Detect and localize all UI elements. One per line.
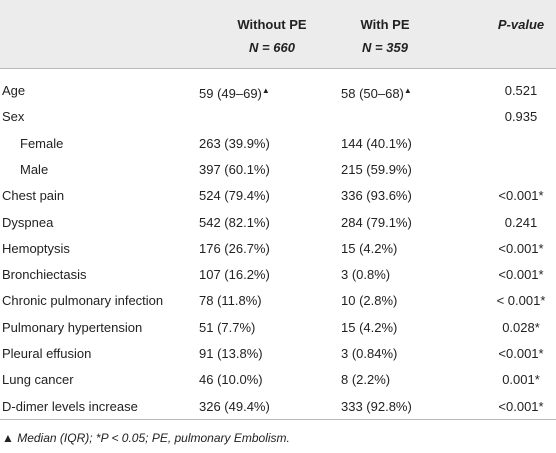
- cell-text: 58 (50–68)▲: [341, 78, 412, 107]
- cell-text: 0.028*: [502, 319, 540, 335]
- header-text: N = 660: [249, 40, 295, 55]
- table-bottom-rule: [0, 419, 556, 420]
- header-text: Without PE: [237, 17, 307, 32]
- table-row: Age 59 (49–69)▲ 58 (50–68)▲ 0.521: [0, 78, 556, 104]
- cell-text: 91 (13.8%): [199, 346, 263, 361]
- header-cell: P-value: [470, 13, 556, 36]
- cell-text: 144 (40.1%): [341, 135, 412, 151]
- header-cell: Without PE N = 660: [222, 13, 322, 59]
- cell-text: 3 (0.84%): [341, 346, 398, 361]
- header-text: N = 359: [362, 40, 408, 55]
- footnote: ▲ Median (IQR); *P < 0.05; PE, pulmonary…: [2, 431, 290, 445]
- header-text: With PE: [360, 17, 410, 32]
- table-row: Pleural effusion 91 (13.8%) 3 (0.84%) <0.00…: [0, 341, 556, 367]
- cell-text: <0.001*: [498, 346, 544, 361]
- cell-text: 8 (2.2%): [341, 372, 391, 388]
- cell-text: Age: [2, 83, 26, 98]
- cell-text: 542 (82.1%): [199, 214, 270, 230]
- cell-text: Pulmonary hypertension: [2, 319, 143, 335]
- table-row: D-dimer levels increase 326 (49.4%) 333 (9…: [0, 394, 556, 420]
- table-row: Pulmonary hypertension 51 (7.7%) 15 (4.2%)…: [0, 315, 556, 341]
- table-row: Sex 0.935: [0, 104, 556, 130]
- cell-text: 10 (2.8%): [341, 293, 398, 309]
- table-row: Chronic pulmonary infection 78 (11.8%) 10 …: [0, 288, 556, 314]
- cell-text: Sex: [2, 109, 25, 125]
- cell-text: 78 (11.8%): [199, 293, 262, 309]
- cell-marker: ▲: [403, 86, 412, 95]
- cell-text: Lung cancer: [2, 372, 74, 388]
- cell-text: < 0.001*: [496, 293, 546, 309]
- cell-text: 397 (60.1%): [199, 161, 270, 177]
- cell-text: Dyspnea: [2, 214, 54, 230]
- cell-text: Hemoptysis: [2, 240, 70, 256]
- cell-text: 15 (4.2%): [341, 240, 398, 256]
- cell-text: Chest pain: [2, 188, 65, 204]
- header-cell: With PE N = 359: [335, 13, 435, 59]
- cell-text: 326 (49.4%): [199, 398, 270, 414]
- cell-value: 58 (50–68): [341, 86, 404, 101]
- cell-text: Bronchiectasis: [2, 267, 87, 283]
- cell-text: 3 (0.8%): [341, 267, 391, 283]
- table-row: Dyspnea 542 (82.1%) 284 (79.1%) 0.241: [0, 210, 556, 236]
- cell-value: 59 (49–69): [199, 86, 262, 101]
- table-row: Bronchiectasis 107 (16.2%) 3 (0.8%) <0.001*: [0, 262, 556, 288]
- table-row: Male 397 (60.1%) 215 (59.9%): [0, 157, 556, 183]
- table-row: Lung cancer 46 (10.0%) 8 (2.2%) 0.001*: [0, 367, 556, 393]
- cell-text: 51 (7.7%): [199, 319, 256, 335]
- cell-text: <0.001*: [498, 240, 544, 256]
- cell-text: 107 (16.2%): [199, 267, 270, 283]
- cell-text: Female: [20, 135, 64, 151]
- cell-text: Male: [20, 161, 49, 177]
- cell-text: <0.001*: [498, 188, 544, 204]
- table-row: Female 263 (39.9%) 144 (40.1%): [0, 131, 556, 157]
- cell-text: 0.001*: [502, 372, 540, 388]
- cell-text: <0.001*: [498, 267, 544, 283]
- cell-text: 524 (79.4%): [199, 188, 270, 204]
- table-header: Without PE N = 660 With PE N = 359 P-value: [0, 0, 556, 69]
- table-row: Hemoptysis 176 (26.7%) 15 (4.2%) <0.001*: [0, 236, 556, 262]
- cell-text: 0.521: [504, 83, 538, 98]
- cell-text: 59 (49–69)▲: [199, 78, 270, 107]
- cell-text: 263 (39.9%): [199, 135, 270, 151]
- header-text: P-value: [497, 17, 545, 32]
- cell-text: 0.241: [504, 214, 538, 230]
- cell-text: 0.935: [504, 109, 538, 125]
- cell-text: 333 (92.8%): [341, 398, 412, 414]
- cell-text: Pleural effusion: [2, 346, 92, 361]
- cell-marker: ▲: [261, 86, 270, 95]
- table-row: Chest pain 524 (79.4%) 336 (93.6%) <0.001*: [0, 183, 556, 209]
- cell-text: D-dimer levels increase: [2, 398, 138, 414]
- cell-text: Chronic pulmonary infection: [2, 293, 164, 309]
- cell-text: 215 (59.9%): [341, 161, 412, 177]
- cell-text: 336 (93.6%): [341, 188, 412, 204]
- cell-text: 176 (26.7%): [199, 240, 270, 256]
- cell-text: 284 (79.1%): [341, 214, 412, 230]
- cell-text: 15 (4.2%): [341, 319, 398, 335]
- cell-text: <0.001*: [498, 398, 544, 414]
- cell-text: 46 (10.0%): [199, 372, 263, 388]
